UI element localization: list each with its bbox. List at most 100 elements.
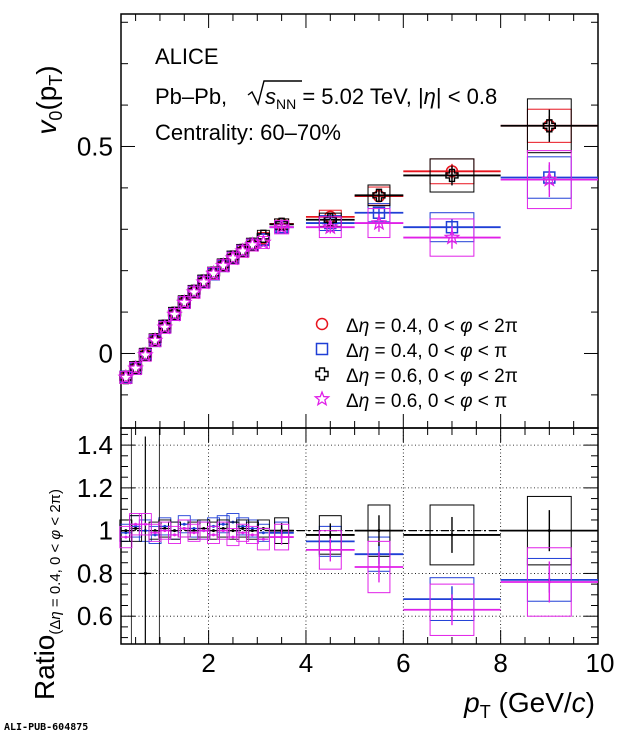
legend-label: Δη = 0.6, 0 < φ < π [346,391,507,412]
data-point [261,531,265,535]
data-point [185,283,203,300]
systematic-box [119,525,133,549]
systematic-box [245,525,259,544]
data-point [328,548,332,552]
ratio-data [119,427,598,645]
data-point [315,342,329,356]
data-point [134,527,138,531]
x-axis-title: pT (GeV/c) [463,687,595,722]
experiment-label: ALICE [155,44,219,69]
systematic-box [168,525,181,544]
x-tick-label: 10 [586,648,615,678]
top-data [117,98,598,385]
data-point [224,249,242,266]
systematic-box [226,528,240,547]
data-point [313,390,331,407]
data-point [547,529,551,533]
systematic-box [197,521,211,540]
series-magenta [117,150,598,385]
top-y-axis-title: v0(pT) [31,65,66,134]
ratio-y-axis-title: Ratio(Δη = 0.4, 0 < φ < 2π) [29,489,64,700]
data-point [443,228,461,245]
data-point [211,529,215,533]
ratio-y-tick-label: 0.8 [77,558,113,588]
data-point [221,529,225,533]
data-point [134,522,138,526]
data-point [261,537,265,541]
x-tick-label: 2 [201,648,215,678]
data-point [328,533,332,537]
data-point [173,533,177,537]
legend-label: Δη = 0.4, 0 < φ < 2π [346,316,518,337]
data-point [127,359,144,376]
systematic-box [148,523,162,542]
data-point [221,527,225,531]
data-point [143,571,147,575]
ratio-plot-frame [120,427,599,645]
data-point [241,531,245,535]
ratio-series-black [119,427,598,645]
top-y-tick-label: 0 [99,338,113,368]
data-point [182,522,186,526]
ratio-y-tick-label: 1 [99,516,113,546]
collision-energy: sNN = 5.02 TeV, |η| < 0.8 [265,84,497,112]
data-point [450,533,454,537]
data-point [250,529,254,533]
ratio-y-tick-label: 1.4 [77,430,113,460]
data-point [192,531,196,535]
data-point [445,168,459,183]
data-point [153,531,157,535]
data-point [273,218,290,235]
legend: Δη = 0.4, 0 < φ < 2π Δη = 0.4, 0 < φ < π Δ… [313,316,518,412]
data-point [163,527,167,531]
data-point [377,529,381,533]
data-point [192,529,196,533]
legend-label: Δη = 0.6, 0 < φ < 2π [346,366,518,387]
data-point [274,217,289,232]
data-point [377,565,381,569]
sqrt-symbol [247,80,302,106]
publication-id: ALI-PUB-604875 [4,722,89,733]
top-y-tick-label: 0.5 [77,131,113,161]
data-point [542,119,557,133]
data-point [370,214,388,231]
data-point [143,522,147,526]
data-point [153,529,157,533]
systematic-box [187,523,201,542]
data-point [234,242,252,259]
data-point [547,580,551,584]
data-point [156,318,174,335]
x-tick-label: 6 [396,648,410,678]
data-point [231,529,235,533]
systematic-box [236,523,250,542]
ratio-panel: 0.6 0.8 1 1.2 1.4 2 4 6 8 10 [77,427,615,678]
x-tick-label: 8 [493,648,507,678]
data-point [202,529,206,533]
data-point [175,293,193,310]
ratio-y-tick-label: 1.2 [77,473,113,503]
systematic-box [177,519,191,538]
legend-label: Δη = 0.4, 0 < φ < π [346,341,507,362]
systematic-box [216,521,230,540]
data-point [214,256,232,273]
data-point [136,346,154,363]
data-point [254,233,272,250]
data-point [321,218,339,235]
data-point [280,535,284,539]
data-point [124,531,128,535]
data-point [250,533,254,537]
data-point [173,529,177,533]
systematic-box [256,528,270,551]
data-point [250,527,254,531]
data-point [450,608,454,612]
data-point [221,522,225,526]
data-point [124,535,128,539]
data-point [256,229,271,244]
data-point [117,368,135,385]
data-point [540,170,558,187]
data-point [241,524,245,528]
x-tick-label: 4 [299,648,313,678]
data-point [202,527,206,531]
data-point [192,527,196,531]
